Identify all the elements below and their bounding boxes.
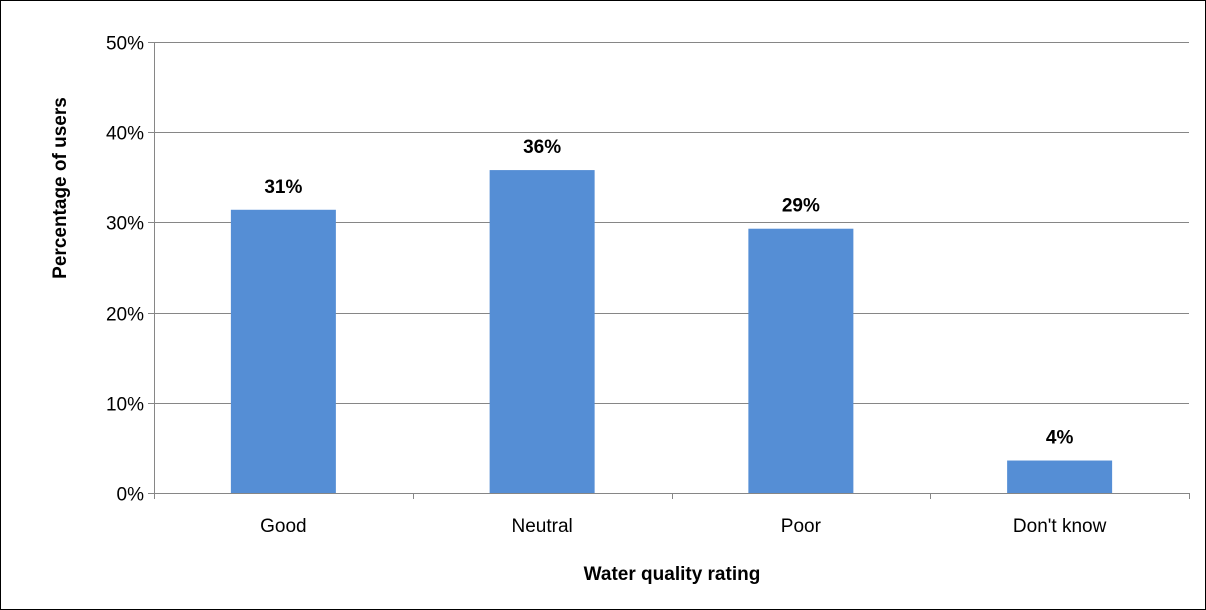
- y-tick-label: 10%: [106, 395, 144, 416]
- axes: [148, 42, 1190, 499]
- x-tick-label: Don't know: [1013, 516, 1107, 537]
- y-axis-title: Percentage of users: [50, 97, 71, 279]
- labels: 0% 10% 20% 30% 40% 50% 31% Good 36% Neutral 29% Poo…: [106, 34, 1107, 538]
- data-label: 31%: [264, 177, 302, 198]
- y-tick-label: 0%: [117, 485, 145, 506]
- bar: [748, 228, 854, 494]
- bar: [230, 209, 336, 493]
- x-tick-label: Poor: [781, 516, 822, 537]
- y-tick-label: 50%: [106, 34, 144, 55]
- bar: [1007, 460, 1113, 493]
- data-label: 29%: [782, 196, 820, 217]
- y-tick-label: 30%: [106, 214, 144, 235]
- x-axis-title: Water quality rating: [584, 564, 761, 585]
- bar: [489, 170, 595, 494]
- y-tick-label: 40%: [106, 124, 144, 145]
- x-tick-label: Neutral: [512, 516, 573, 537]
- data-label: 36%: [523, 137, 561, 158]
- x-tick-label: Good: [260, 516, 306, 537]
- data-label: 4%: [1046, 428, 1074, 449]
- y-tick-label: 20%: [106, 305, 144, 326]
- bars: [230, 170, 1113, 494]
